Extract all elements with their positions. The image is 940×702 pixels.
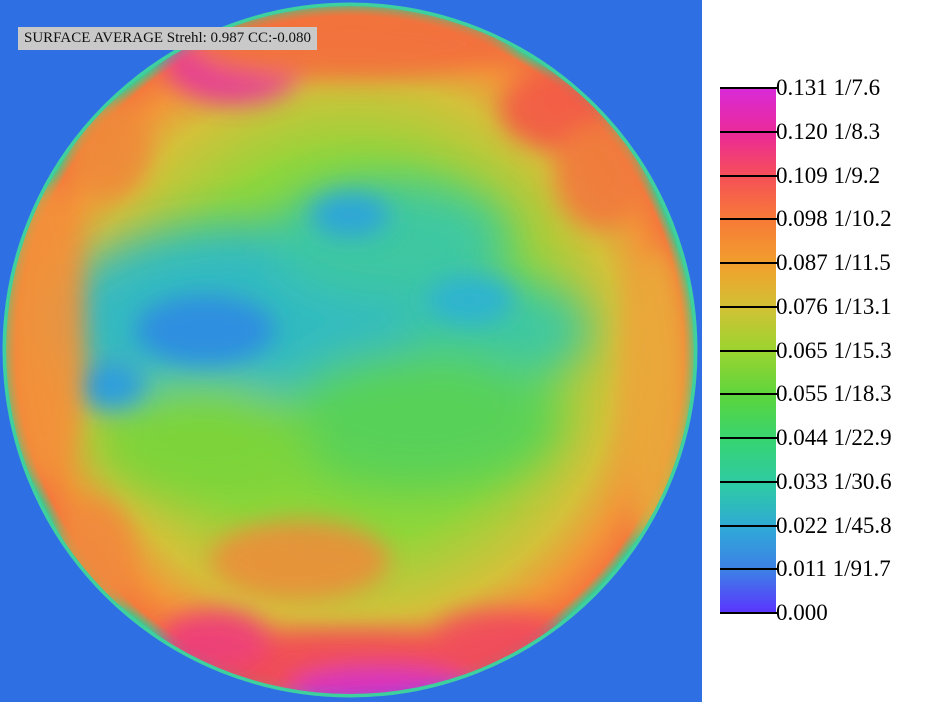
color-scale-legend: 0.131 1/7.6 0.120 1/8.3 0.109 1/9.2 0.098 1…: [702, 0, 940, 702]
surface-average-label: SURFACE AVERAGE Strehl: 0.987 CC:-0.080: [18, 27, 317, 50]
legend-tick: [720, 437, 778, 439]
legend-label: 0.033 1/30.6: [776, 469, 892, 494]
surface-map-panel: SURFACE AVERAGE Strehl: 0.987 CC:-0.080: [0, 0, 702, 702]
surface-error-map: [2, 2, 698, 698]
legend-label: 0.098 1/10.2: [776, 206, 892, 231]
legend-tick: [720, 525, 778, 527]
legend-tick: [720, 218, 778, 220]
legend-tick: [720, 175, 778, 177]
legend-label: 0.131 1/7.6: [776, 75, 881, 100]
legend-tick: [720, 306, 778, 308]
legend-label: 0.044 1/22.9: [776, 425, 892, 450]
legend-tick: [720, 131, 778, 133]
legend-tick: [720, 612, 778, 614]
legend-label: 0.055 1/18.3: [776, 381, 892, 406]
legend-label: 0.087 1/11.5: [776, 250, 891, 275]
legend-label: 0.022 1/45.8: [776, 513, 892, 538]
legend-label: 0.120 1/8.3: [776, 119, 881, 144]
legend-tick: [720, 262, 778, 264]
legend-tick: [720, 568, 778, 570]
legend-label: 0.000: [776, 600, 828, 625]
legend-tick: [720, 87, 778, 89]
legend-tick: [720, 350, 778, 352]
legend-label: 0.065 1/15.3: [776, 338, 892, 363]
legend-tick: [720, 393, 778, 395]
legend-label: 0.076 1/13.1: [776, 294, 892, 319]
legend-label: 0.011 1/91.7: [776, 556, 891, 581]
legend-label: 0.109 1/9.2: [776, 163, 881, 188]
legend-tick: [720, 481, 778, 483]
